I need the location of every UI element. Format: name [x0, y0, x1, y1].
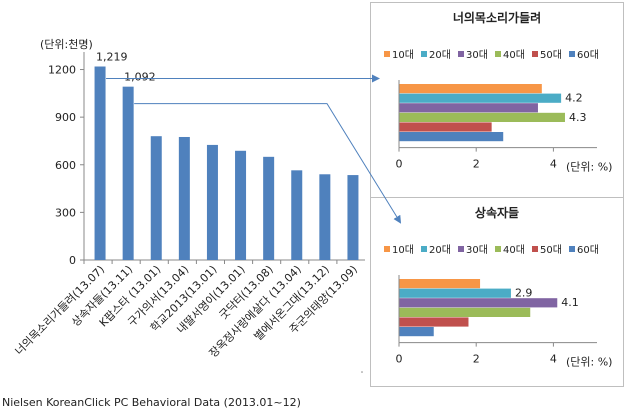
legend-swatch [532, 51, 538, 57]
legend-swatch [495, 51, 501, 57]
legend-label: 50대 [540, 49, 562, 61]
legend-swatch [458, 246, 464, 252]
panel-data-label: 4.3 [569, 111, 587, 124]
panel-x-tick-label: 0 [396, 353, 403, 366]
panel-bar [399, 103, 538, 113]
bar [122, 86, 134, 261]
bar [347, 175, 359, 260]
legend-swatch [384, 51, 390, 57]
panel-bar [399, 84, 542, 94]
legend-label: 30대 [466, 244, 488, 256]
panel-bar [399, 317, 469, 327]
legend-swatch [569, 51, 575, 57]
legend-label: 60대 [577, 244, 599, 256]
panel-bar [399, 132, 504, 142]
panel-bar [399, 298, 558, 308]
panel-bar [399, 279, 481, 289]
panel-bar [399, 122, 492, 132]
panel-x-tick-label: 2 [473, 353, 480, 366]
y-tick-label: 0 [69, 254, 76, 267]
legend-label: 40대 [503, 49, 525, 61]
panel-title: 상속자들 [475, 205, 519, 220]
legend-label: 20대 [429, 49, 451, 61]
panel-data-label: 4.2 [565, 92, 583, 105]
panel-data-label: 4.1 [561, 296, 579, 309]
legend-label: 30대 [466, 49, 488, 61]
panel-bar [399, 288, 511, 298]
data-label: 1,092 [124, 71, 155, 84]
legend-label: 50대 [540, 244, 562, 256]
bar [94, 66, 106, 260]
bar [263, 156, 275, 260]
panel-bar [399, 307, 531, 317]
data-label: 1,219 [96, 51, 128, 64]
panel-data-label: 2.9 [515, 287, 533, 300]
panel-unit-label: (단위: %) [566, 161, 612, 174]
panel-bar [399, 327, 434, 337]
bar [235, 150, 247, 260]
legend-swatch [532, 246, 538, 252]
y-unit-label: (단위:천명) [40, 37, 93, 51]
legend-swatch [421, 51, 427, 57]
legend-swatch [384, 246, 390, 252]
panel-bar [399, 112, 565, 122]
panel-x-tick-label: 2 [473, 158, 480, 171]
connector-arrow-2 [134, 103, 402, 224]
corner-dot [361, 371, 363, 373]
panel-x-tick-label: 4 [550, 158, 557, 171]
legend-swatch [421, 246, 427, 252]
legend-label: 20대 [429, 244, 451, 256]
source-note: Nielsen KoreanClick PC Behavioral Data (… [2, 396, 301, 409]
legend-label: 10대 [392, 244, 414, 256]
bar [319, 174, 331, 260]
panel-unit-label: (단위: %) [566, 356, 612, 369]
bar [206, 144, 218, 260]
legend-label: 10대 [392, 49, 414, 61]
bar [178, 136, 190, 260]
y-tick-label: 900 [55, 111, 76, 124]
y-tick-label: 1200 [48, 64, 76, 77]
panel-bar [399, 93, 562, 103]
panel-x-tick-label: 0 [396, 158, 403, 171]
legend-label: 60대 [577, 49, 599, 61]
panel-title: 너의목소리가들려 [453, 10, 541, 25]
y-tick-label: 300 [55, 206, 76, 219]
bar [291, 170, 303, 260]
y-tick-label: 600 [55, 159, 76, 172]
bar [150, 136, 162, 260]
legend-label: 40대 [503, 244, 525, 256]
panel-x-tick-label: 4 [550, 353, 557, 366]
legend-swatch [495, 246, 501, 252]
legend-swatch [569, 246, 575, 252]
legend-swatch [458, 51, 464, 57]
